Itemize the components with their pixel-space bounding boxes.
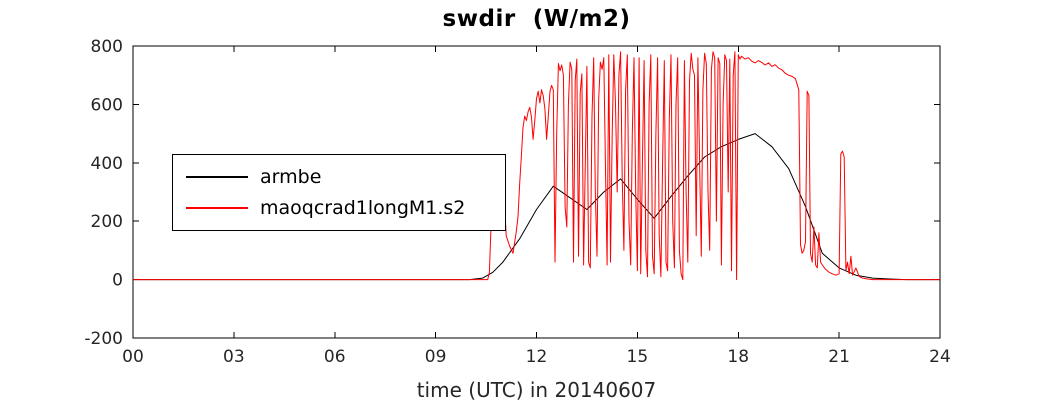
x-tick-label: 18 — [727, 347, 749, 367]
x-tick-label: 09 — [425, 347, 447, 367]
series-line-armbe — [133, 133, 940, 281]
legend-entry-armbe: armbe — [173, 166, 505, 188]
x-tick-label: 15 — [627, 347, 649, 367]
x-tick-label: 06 — [324, 347, 346, 367]
x-tick-label: 03 — [223, 347, 245, 367]
y-tick-label: 200 — [91, 212, 123, 232]
legend-label-maoqcrad: maoqcrad1longM1.s2 — [260, 197, 466, 219]
x-axis-label: time (UTC) in 20140607 — [416, 378, 657, 402]
legend-line-sample-black — [186, 176, 248, 178]
x-tick-label: 12 — [526, 347, 548, 367]
series-line-maoqcrad1longM1.s2 — [133, 51, 940, 281]
legend-label-armbe: armbe — [260, 166, 322, 188]
y-tick-label: 400 — [91, 154, 123, 174]
y-tick-label: 0 — [112, 271, 123, 291]
y-tick-label: 800 — [91, 37, 123, 57]
x-tick-label: 21 — [828, 347, 850, 367]
legend: armbe maoqcrad1longM1.s2 — [172, 154, 506, 231]
x-tick-label: 00 — [122, 347, 144, 367]
legend-entry-maoqcrad: maoqcrad1longM1.s2 — [173, 197, 505, 219]
y-tick-label: -200 — [84, 329, 123, 349]
x-tick-label: 24 — [929, 347, 951, 367]
y-tick-label: 600 — [91, 95, 123, 115]
chart-title: swdir (W/m2) — [442, 6, 631, 32]
legend-line-sample-red — [186, 207, 248, 209]
